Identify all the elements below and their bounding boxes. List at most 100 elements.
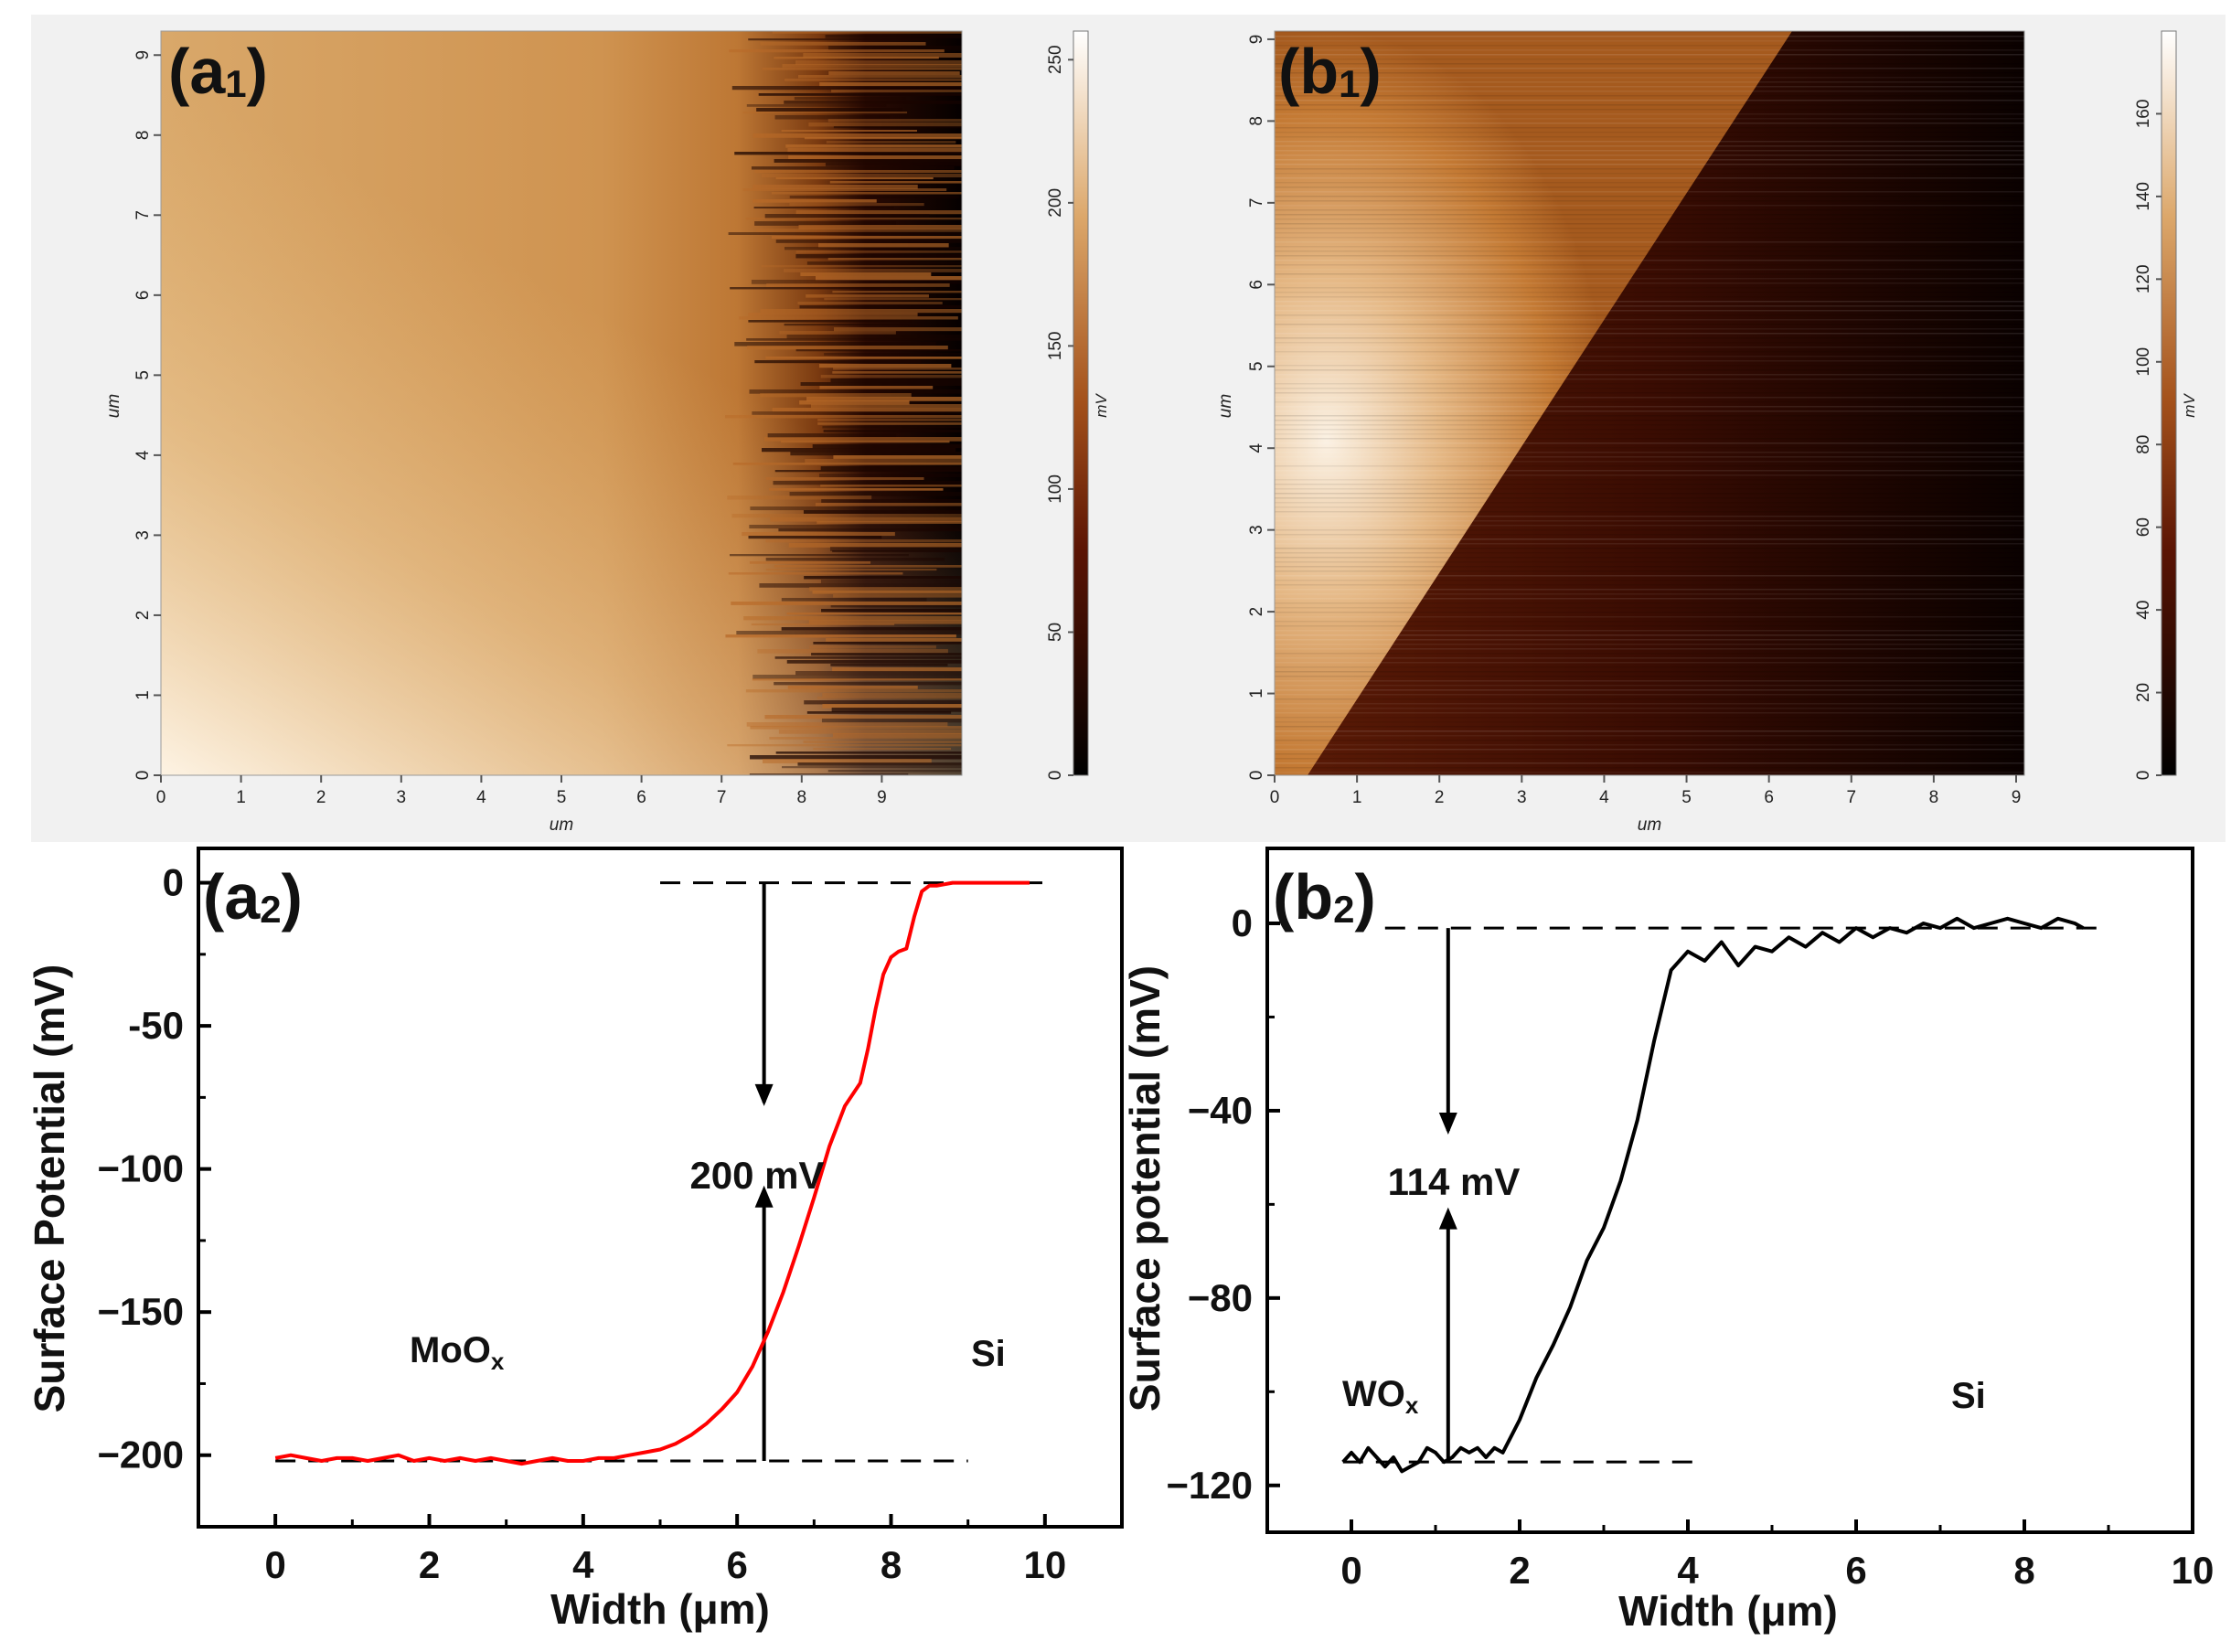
a1-ytick-label: 6 bbox=[133, 291, 153, 301]
a1-streak bbox=[806, 711, 952, 714]
a1-streak bbox=[822, 704, 962, 709]
a2-xtick-label: 6 bbox=[726, 1543, 747, 1586]
b1-streak bbox=[1275, 374, 2024, 376]
a1-streak bbox=[727, 744, 962, 747]
a1-streak bbox=[783, 269, 962, 272]
b1-streak bbox=[1275, 607, 2024, 609]
b1-streak bbox=[1275, 479, 2024, 481]
b2-xtick-label: 2 bbox=[1509, 1549, 1530, 1592]
b1-streak bbox=[1275, 305, 2024, 307]
a1-streak bbox=[806, 261, 962, 265]
a1-streak bbox=[747, 346, 948, 350]
a1-streak bbox=[781, 441, 950, 443]
b1-panel-label: (b1) bbox=[1278, 36, 1382, 107]
b1-streak bbox=[1275, 470, 2024, 472]
b1-streak bbox=[1275, 762, 2024, 764]
a1-xtick-label: 4 bbox=[476, 788, 486, 807]
a1-streak bbox=[725, 634, 956, 638]
a1-cbar-tick-label: 100 bbox=[1046, 474, 1065, 504]
b1-streak bbox=[1275, 456, 2024, 458]
b1-streak bbox=[1275, 401, 2024, 403]
b1-streak bbox=[1275, 511, 2024, 513]
b1-streak bbox=[1275, 77, 2024, 79]
a2-ylabel: Surface Potential (mV) bbox=[26, 965, 73, 1413]
a1-streak bbox=[795, 349, 962, 352]
a1-streak bbox=[810, 404, 962, 409]
b1-streak bbox=[1275, 237, 2024, 239]
a1-streak bbox=[751, 166, 955, 170]
a1-ytick-label: 0 bbox=[133, 771, 153, 781]
a1-xtick-label: 5 bbox=[557, 788, 567, 807]
a1-streak bbox=[760, 309, 962, 314]
a1-streak bbox=[753, 133, 962, 138]
a1-streak bbox=[817, 422, 962, 425]
b2-material-left: WOx bbox=[1342, 1374, 1419, 1419]
b1-streak bbox=[1275, 118, 2024, 120]
a1-streak bbox=[732, 463, 962, 465]
b1-streak bbox=[1275, 177, 2024, 179]
b1-streak bbox=[1275, 648, 2024, 650]
b1-streak bbox=[1275, 552, 2024, 554]
a1-streak bbox=[763, 759, 932, 763]
a1-streak bbox=[828, 71, 960, 76]
a1-streak bbox=[760, 393, 912, 398]
a1-streak bbox=[818, 474, 962, 478]
a1-xtick-label: 1 bbox=[236, 788, 246, 807]
a1-streak bbox=[820, 466, 962, 471]
b1-streak bbox=[1275, 63, 2024, 65]
b1-streak bbox=[1275, 196, 2024, 197]
b1-streak bbox=[1275, 598, 2024, 600]
b1-xtick-label: 4 bbox=[1599, 788, 1609, 807]
a1-streak bbox=[784, 79, 962, 81]
a1-streak bbox=[729, 554, 909, 557]
a1-ytick-label: 7 bbox=[133, 210, 153, 220]
a1-streak bbox=[830, 605, 962, 608]
b1-streak bbox=[1275, 516, 2024, 517]
b1-streak bbox=[1275, 132, 2024, 133]
a1-streak bbox=[789, 196, 959, 198]
a1-panel-label: (a1) bbox=[168, 36, 268, 107]
a1-streak bbox=[749, 561, 871, 564]
a1-streak bbox=[826, 638, 962, 642]
b1-streak bbox=[1275, 708, 2024, 709]
a1-streak bbox=[779, 331, 896, 335]
a1-streak bbox=[739, 316, 958, 320]
b1-ytick-label: 2 bbox=[1247, 607, 1266, 617]
b1-ytick-label: 4 bbox=[1247, 442, 1266, 453]
b1-streak bbox=[1275, 529, 2024, 531]
b1-streak bbox=[1275, 246, 2024, 248]
b1-streak bbox=[1275, 589, 2024, 591]
b1-streak bbox=[1275, 68, 2024, 69]
b1-streak bbox=[1275, 324, 2024, 325]
b1-streak bbox=[1275, 580, 2024, 581]
a1-streak bbox=[784, 101, 962, 104]
b2-frame bbox=[1265, 847, 2194, 1534]
b1-streak bbox=[1275, 662, 2024, 664]
b1-streak bbox=[1275, 447, 2024, 449]
a1-xtick-label: 8 bbox=[797, 788, 807, 807]
a1-ytick-label: 8 bbox=[133, 130, 153, 140]
a1-streak bbox=[743, 616, 962, 621]
a1-streak bbox=[804, 137, 962, 140]
b1-streak bbox=[1275, 666, 2024, 668]
a1-streak bbox=[762, 68, 962, 70]
b1-streak bbox=[1275, 250, 2024, 252]
a1-xlabel: um bbox=[550, 815, 573, 835]
a1-streak bbox=[788, 155, 962, 160]
b1-streak bbox=[1275, 749, 2024, 751]
b1-streak bbox=[1275, 369, 2024, 371]
a1-streak bbox=[833, 327, 962, 332]
b2-xtick-label: 6 bbox=[1845, 1549, 1866, 1592]
a1-streak bbox=[832, 291, 962, 293]
a1-streak bbox=[784, 324, 919, 326]
a1-streak bbox=[753, 675, 962, 679]
a1-streak bbox=[725, 415, 962, 419]
a2-xtick-label: 4 bbox=[572, 1543, 594, 1586]
a1-streak bbox=[742, 188, 947, 192]
b1-cbar-tick-label: 160 bbox=[2134, 100, 2153, 129]
b1-streak bbox=[1275, 168, 2024, 170]
a1-streak bbox=[734, 152, 962, 155]
b1-streak bbox=[1275, 86, 2024, 88]
b1-streak bbox=[1275, 191, 2024, 193]
a1-streak bbox=[830, 664, 948, 666]
